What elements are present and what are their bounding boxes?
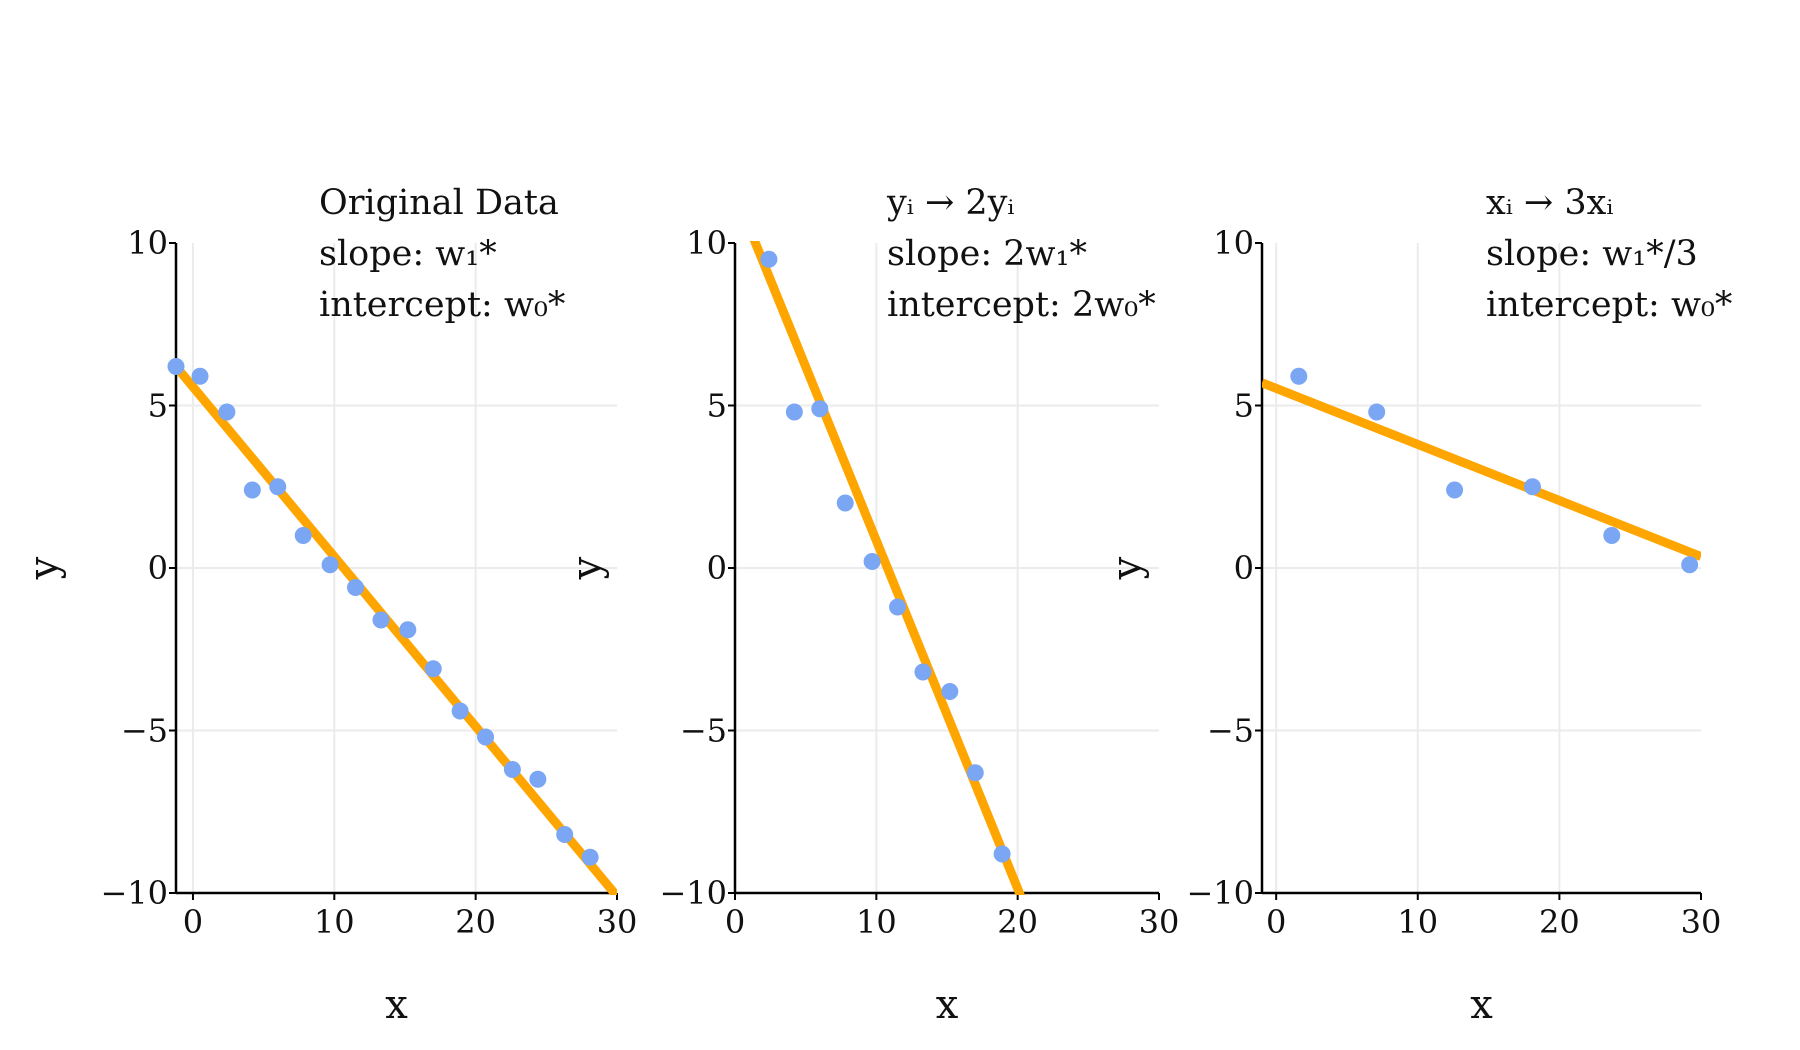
y-tick-label: 0 — [707, 549, 727, 587]
data-point — [889, 598, 907, 616]
x-tick-label: 20 — [1539, 903, 1580, 941]
y-tick-label: −10 — [1186, 874, 1254, 912]
x-tick-label: 30 — [597, 903, 638, 941]
data-point — [1523, 478, 1541, 496]
y-tick-label: −10 — [100, 874, 168, 912]
data-point — [167, 358, 185, 375]
annotation-line-2: slope: w₁*/3 — [1486, 234, 1698, 274]
x-tick-label: 0 — [725, 903, 745, 941]
y-tick-label: −5 — [680, 712, 727, 750]
y-tick-label: 10 — [127, 224, 168, 262]
data-point — [243, 481, 261, 499]
fit-line — [1262, 378, 1701, 561]
x-tick-label: 10 — [856, 903, 897, 941]
data-point — [760, 250, 778, 268]
y-tick-label: 5 — [707, 387, 727, 425]
data-point — [218, 403, 236, 421]
data-point — [914, 663, 932, 681]
data-point — [863, 553, 881, 570]
data-point — [451, 702, 469, 720]
data-point — [1368, 403, 1386, 421]
x-tick-label: 10 — [1397, 903, 1438, 941]
data-point — [529, 770, 547, 788]
x-axis-label: x — [1470, 982, 1493, 1028]
x-tick-label: 20 — [455, 903, 496, 941]
annotation-line-1: yᵢ → 2yᵢ — [886, 183, 1014, 223]
annotation-line-3: intercept: w₀* — [319, 285, 565, 325]
y-axis-label: y — [21, 556, 67, 580]
y-axis-label: y — [564, 556, 610, 580]
annotation-line-1: Original Data — [319, 183, 559, 223]
data-point — [836, 494, 854, 512]
annotation-line-1: xᵢ → 3xᵢ — [1486, 183, 1613, 223]
fit-line — [176, 363, 617, 895]
x-tick-label: 10 — [314, 903, 355, 941]
plot-data — [176, 363, 617, 895]
y-tick-label: 0 — [148, 549, 168, 587]
annotation-line-2: slope: w₁* — [319, 234, 497, 274]
data-point — [399, 621, 417, 639]
data-point — [372, 611, 390, 629]
chart-panel-2: −10 −5 0 5 10 0 10 20 30 x y yᵢ → 2yᵢ slope: 2w₁* int… — [564, 183, 1179, 1028]
x-tick-label: 20 — [997, 903, 1038, 941]
plot-data — [1262, 378, 1701, 561]
y-tick-label: 5 — [148, 387, 168, 425]
y-tick-label: 0 — [1234, 549, 1254, 587]
data-point — [503, 761, 521, 778]
data-point — [1446, 481, 1464, 499]
data-point — [269, 478, 287, 496]
y-tick-label: −5 — [121, 712, 168, 750]
y-tick-label: 10 — [1213, 224, 1254, 262]
x-axis-label: x — [385, 982, 408, 1028]
data-point — [1290, 367, 1308, 385]
data-point — [424, 660, 442, 678]
chart-panel-1: −10 −5 0 5 10 0 10 20 30 x y Original Data slope: w₁… — [21, 183, 637, 1028]
data-point — [556, 826, 574, 843]
data-point — [941, 683, 959, 700]
y-axis-label: y — [1104, 556, 1150, 580]
y-tick-label: −10 — [659, 874, 727, 912]
y-tick-label: −5 — [1207, 712, 1254, 750]
plot-data — [749, 241, 1026, 895]
data-point — [785, 403, 803, 421]
annotation-line-3: intercept: 2w₀* — [887, 285, 1156, 325]
annotation-line-3: intercept: w₀* — [1486, 285, 1732, 325]
x-tick-label: 30 — [1139, 903, 1180, 941]
x-tick-label: 30 — [1681, 903, 1722, 941]
y-tick-label: 10 — [686, 224, 727, 262]
x-axis-label: x — [936, 982, 959, 1028]
data-point — [1681, 556, 1699, 574]
x-tick-label: 0 — [1266, 903, 1286, 941]
data-point — [321, 556, 339, 574]
fit-line — [749, 241, 1026, 895]
data-point — [811, 400, 829, 418]
data-point — [477, 728, 495, 746]
data-point — [1603, 527, 1621, 544]
data-point — [581, 848, 599, 866]
x-tick-label: 0 — [183, 903, 203, 941]
data-point — [294, 527, 312, 544]
data-point — [191, 367, 209, 385]
y-tick-label: 5 — [1234, 387, 1254, 425]
data-point — [966, 764, 984, 782]
annotation-line-2: slope: 2w₁* — [887, 234, 1087, 274]
data-point — [993, 845, 1011, 863]
data-point — [347, 579, 365, 596]
chart-panel-3: −10 −5 0 5 10 0 10 20 30 x y xᵢ → 3xᵢ slope: w₁*/3 in… — [1104, 183, 1732, 1028]
